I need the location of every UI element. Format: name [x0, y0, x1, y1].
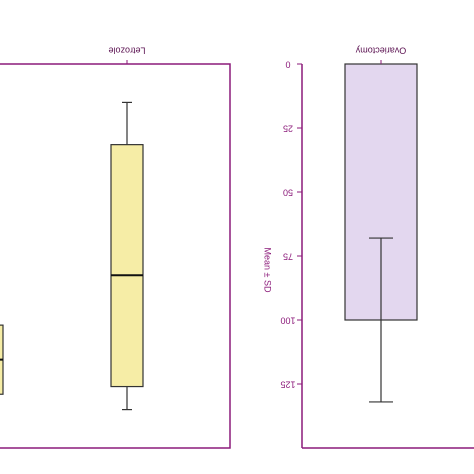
y-tick-label-3: 75 — [283, 252, 293, 262]
bar-category-label-1: Ovariectomy — [355, 46, 406, 56]
y-tick-label-4: 100 — [280, 316, 295, 326]
y-axis-label: Mean ± SD — [263, 248, 273, 293]
bar-chart-panel: 0 25 50 75 100 125 Ovariectomy Mean ± SD — [263, 46, 474, 449]
y-tick-label-0: 0 — [285, 60, 290, 70]
box-iqr-2 — [110, 144, 144, 388]
y-tick-label-5: 125 — [280, 380, 295, 390]
box-2 — [110, 101, 144, 411]
category-label-2: Letrozole — [108, 46, 145, 56]
bar-1 — [344, 63, 418, 403]
y-tick-label-1: 25 — [283, 124, 293, 134]
y-tick-label-2: 50 — [283, 188, 293, 198]
box-1 — [0, 324, 4, 395]
box-plot-frame — [0, 63, 231, 449]
box-plot-panel: abozoleLetrozole — [0, 46, 231, 449]
